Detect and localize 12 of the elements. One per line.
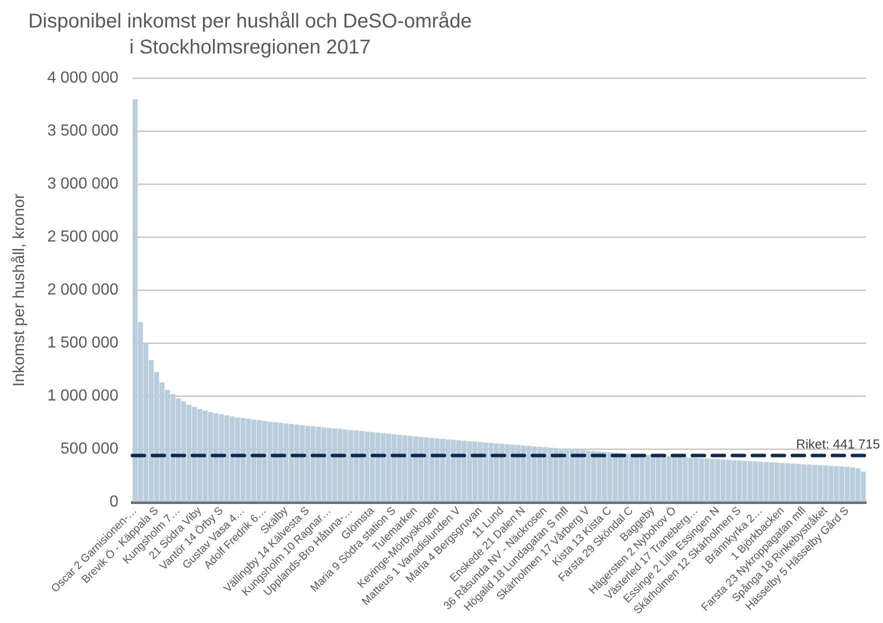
y-tick-label: 1 500 000 <box>47 334 118 352</box>
y-tick-label: 4 000 000 <box>47 69 118 86</box>
y-tick-label: 2 000 000 <box>47 282 118 299</box>
y-tick-label: 1 000 000 <box>47 388 118 405</box>
y-tick-label: 3 500 000 <box>47 122 118 140</box>
ref-line-label: Riket: 441 715 <box>796 436 880 452</box>
y-tick-label: 3 000 000 <box>47 175 118 192</box>
y-tick-label: 500 000 <box>60 440 118 458</box>
y-tick-label: 2 500 000 <box>47 228 118 246</box>
y-tick-label: 0 <box>109 494 118 511</box>
y-axis-title: Inkomst per hushåll, kronor <box>11 193 28 387</box>
chart-title: Disponibel inkomst per hushåll och DeSO-område i Stockholmsregionen 2017 <box>28 10 472 59</box>
